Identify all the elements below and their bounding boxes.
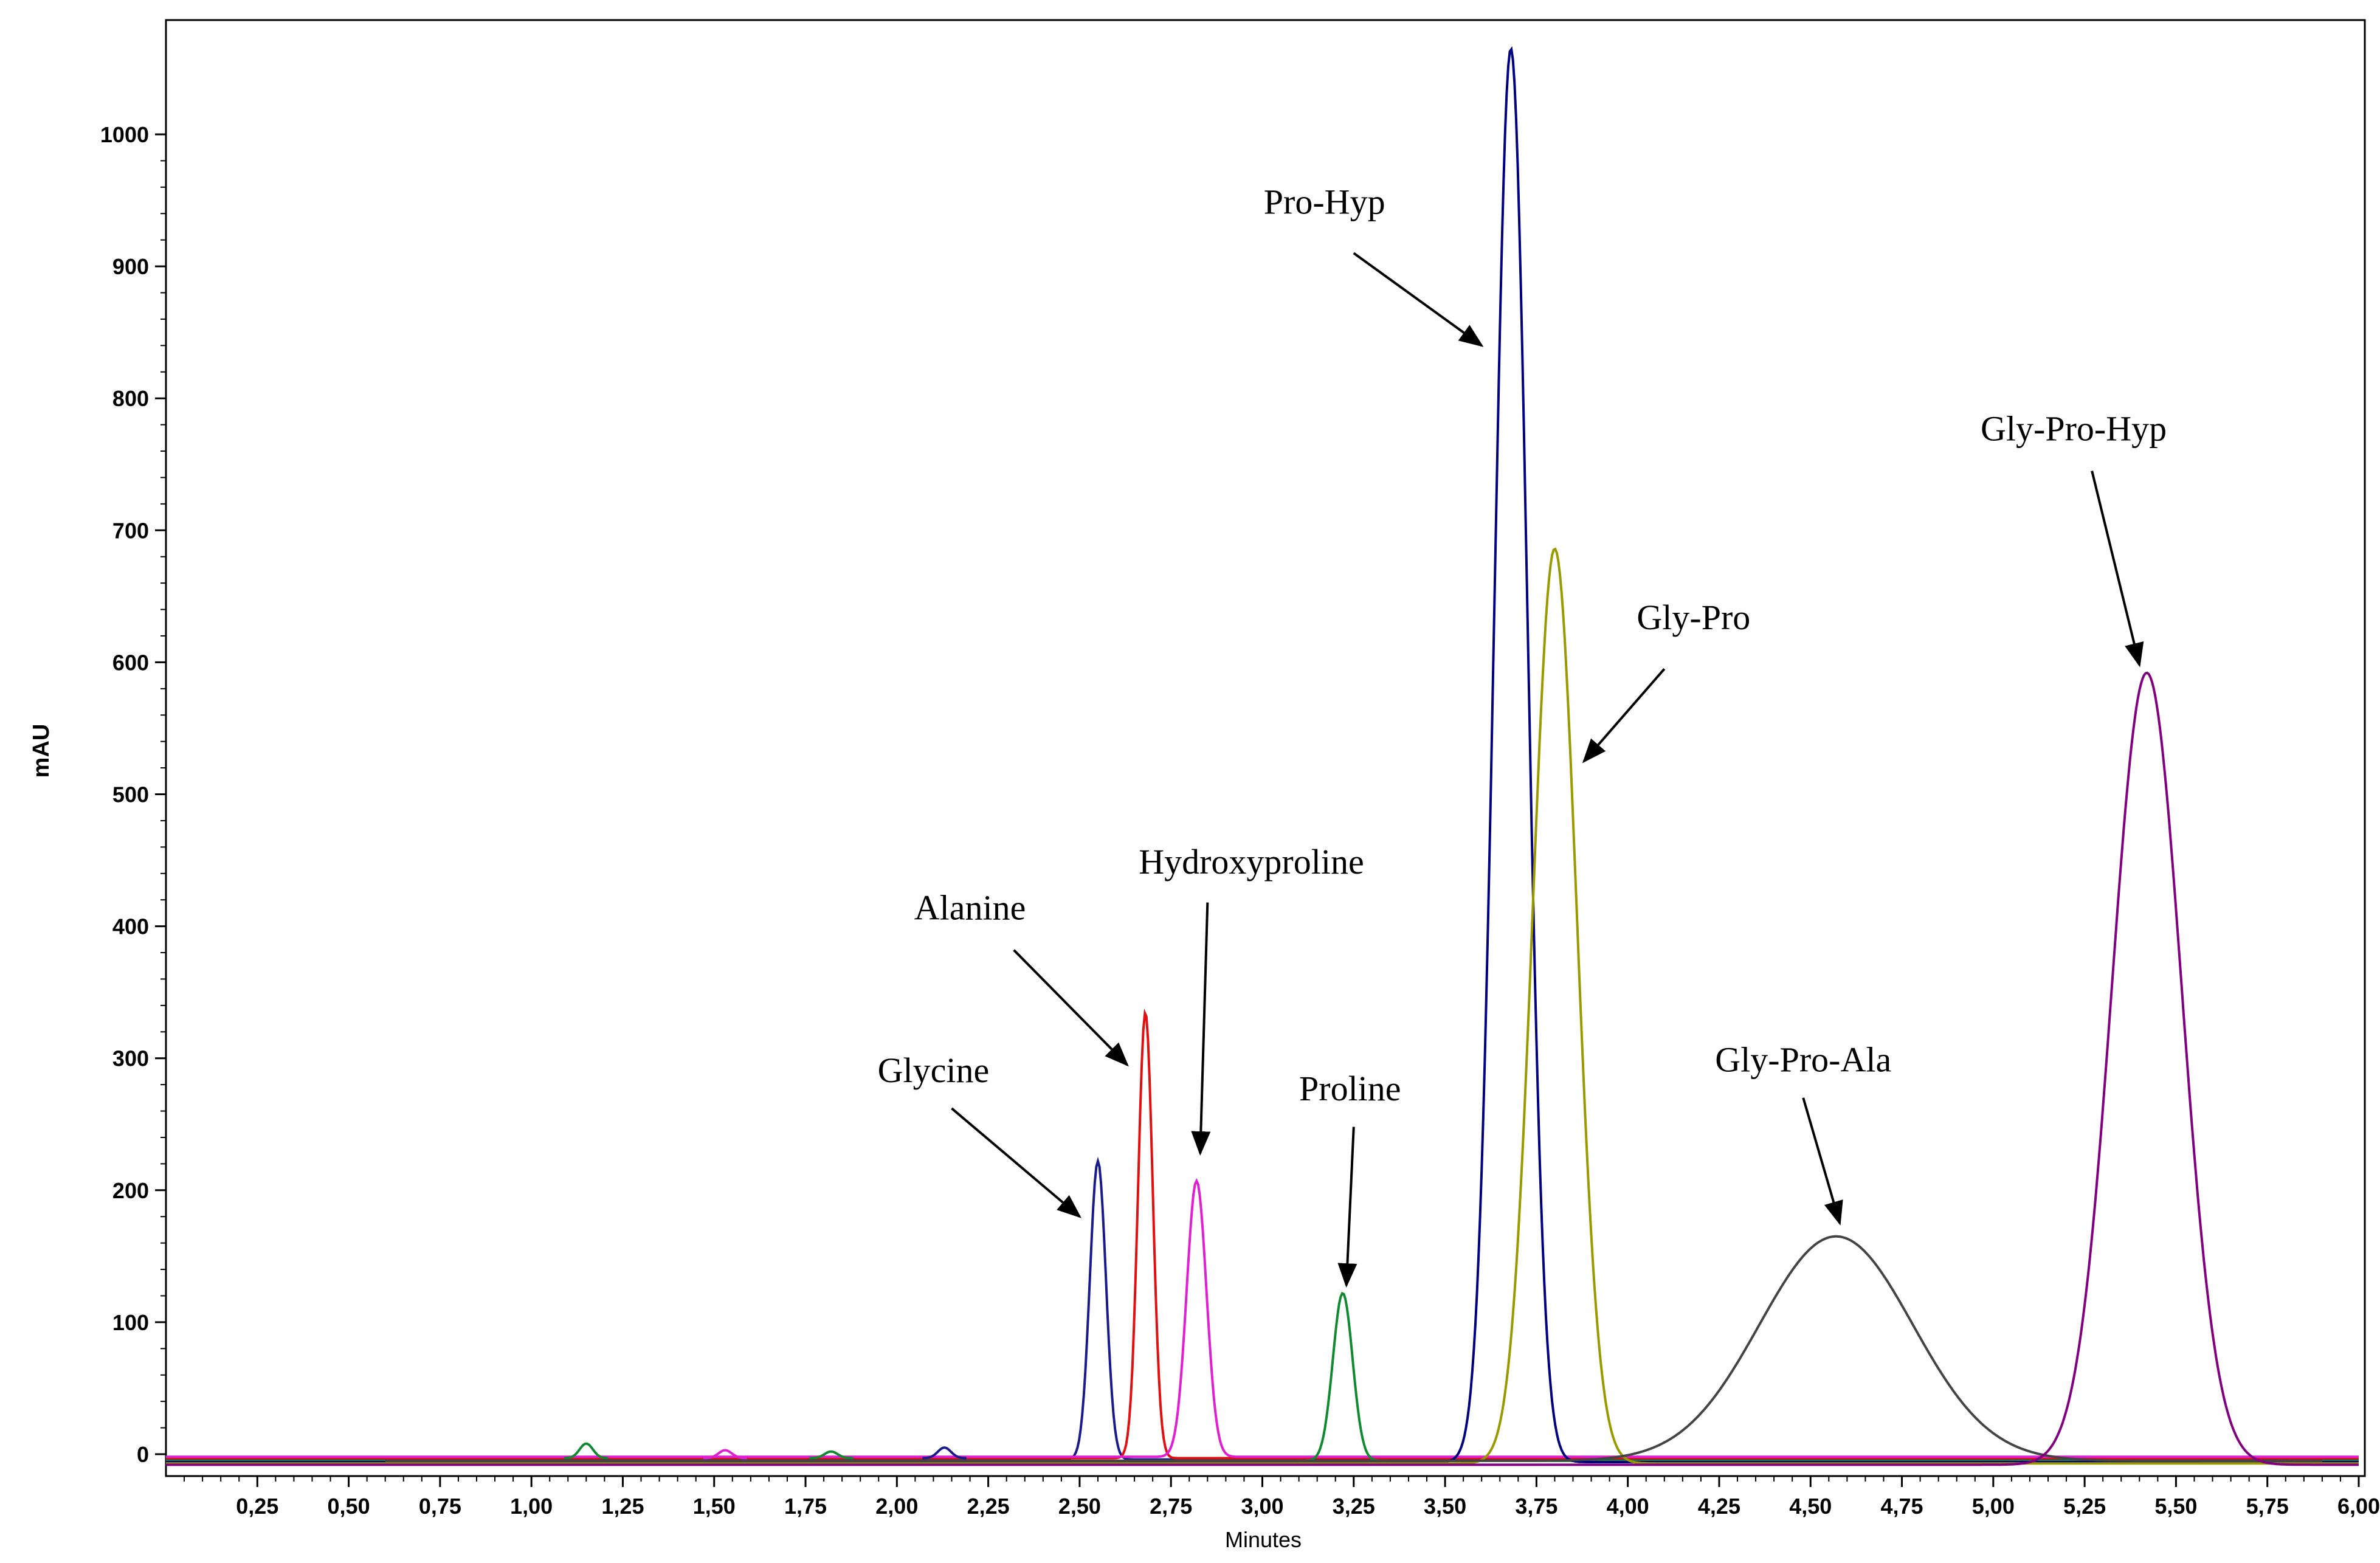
x-tick-label: 1,50 [693, 1494, 736, 1519]
series-line-0 [166, 1156, 2359, 1461]
series-line-4 [166, 46, 2359, 1463]
x-tick-label: 4,75 [1881, 1494, 1923, 1519]
peak-arrow [1582, 668, 1666, 764]
y-tick-label: 100 [112, 1310, 149, 1335]
peak-label: Proline [1299, 1069, 1401, 1108]
series-line-7 [166, 671, 2359, 1466]
x-tick-label: 5,75 [2246, 1494, 2289, 1519]
minor-bumps [564, 1442, 967, 1460]
y-tick-label: 600 [112, 650, 149, 675]
x-tick-label: 3,00 [1241, 1494, 1283, 1519]
minor-bump-0 [564, 1442, 609, 1460]
series-traces [166, 46, 2359, 1466]
peak-arrow [1191, 902, 1211, 1156]
y-tick-label: 200 [112, 1178, 149, 1203]
x-tick-label: 5,50 [2154, 1494, 2197, 1519]
plot-frame [165, 19, 2366, 1477]
minor-bump-3 [809, 1450, 854, 1460]
x-tick-label: 4,00 [1607, 1494, 1649, 1519]
x-tick-label: 2,75 [1150, 1494, 1192, 1519]
series-line-5 [166, 547, 2359, 1465]
minor-bump-1 [922, 1446, 967, 1460]
x-tick-label: 2,00 [875, 1494, 918, 1519]
y-tick-label: 500 [112, 782, 149, 807]
y-tick-label: 0 [137, 1442, 149, 1467]
y-tick-label: 1000 [100, 122, 149, 147]
x-tick-label: 5,00 [1972, 1494, 2015, 1519]
peak-annotations: Glycine Alanine Hydroxyproline Proline Pro-H… [878, 182, 2167, 1288]
peak-arrow [2091, 471, 2144, 668]
y-tick-label: 800 [112, 386, 149, 411]
peak-label: Alanine [914, 888, 1026, 928]
y-tick-label: 900 [112, 254, 149, 279]
peak-label: Gly-Pro-Ala [1715, 1040, 1891, 1079]
x-tick-label: 1,00 [510, 1494, 553, 1519]
peak-label: Gly-Pro [1637, 598, 1750, 637]
y-tick-label: 700 [112, 518, 149, 543]
x-tick-label: 3,50 [1424, 1494, 1466, 1519]
x-tick-label: 1,25 [601, 1494, 644, 1519]
x-tick-label: 0,50 [328, 1494, 370, 1519]
x-axis-title: Minutes [1225, 1527, 1302, 1552]
peak-arrow [1337, 1127, 1357, 1288]
series-line-3 [166, 1291, 2359, 1462]
x-tick-label: 1,75 [784, 1494, 827, 1519]
y-axis-title: mAU [29, 724, 54, 778]
peak-arrow [1802, 1097, 1843, 1226]
x-tick-label: 6,00 [2337, 1494, 2380, 1519]
series-line-1 [166, 1008, 2359, 1460]
x-tick-label: 4,50 [1789, 1494, 1832, 1519]
peak-label: Glycine [878, 1051, 990, 1090]
x-tick-label: 0,75 [419, 1494, 461, 1519]
peak-arrow [951, 1107, 1081, 1218]
x-tick-label: 5,25 [2063, 1494, 2106, 1519]
x-tick-label: 4,25 [1698, 1494, 1740, 1519]
x-tick-label: 2,25 [967, 1494, 1010, 1519]
series-line-2 [166, 1178, 2359, 1458]
y-axis: 0 100 200 300 400 500 600 700 800 900 1000 [100, 122, 166, 1467]
peak-label: Hydroxyproline [1139, 842, 1364, 882]
series-line-6 [385, 1235, 2322, 1462]
y-tick-label: 400 [112, 914, 149, 939]
peak-label: Gly-Pro-Hyp [1981, 409, 2167, 449]
x-tick-label: 0,25 [236, 1494, 278, 1519]
x-tick-label: 3,75 [1515, 1494, 1557, 1519]
x-axis: 0,25 0,50 0,75 1,00 1,25 1,50 1,75 2,00 2,25 2,50… [184, 1476, 2380, 1519]
y-tick-label: 300 [112, 1046, 149, 1071]
peak-arrow [1013, 949, 1129, 1067]
x-tick-label: 2,50 [1058, 1494, 1101, 1519]
peak-label: Pro-Hyp [1264, 182, 1385, 221]
minor-bump-2 [703, 1449, 748, 1460]
x-tick-label: 3,25 [1333, 1494, 1375, 1519]
peak-arrow [1353, 252, 1484, 347]
